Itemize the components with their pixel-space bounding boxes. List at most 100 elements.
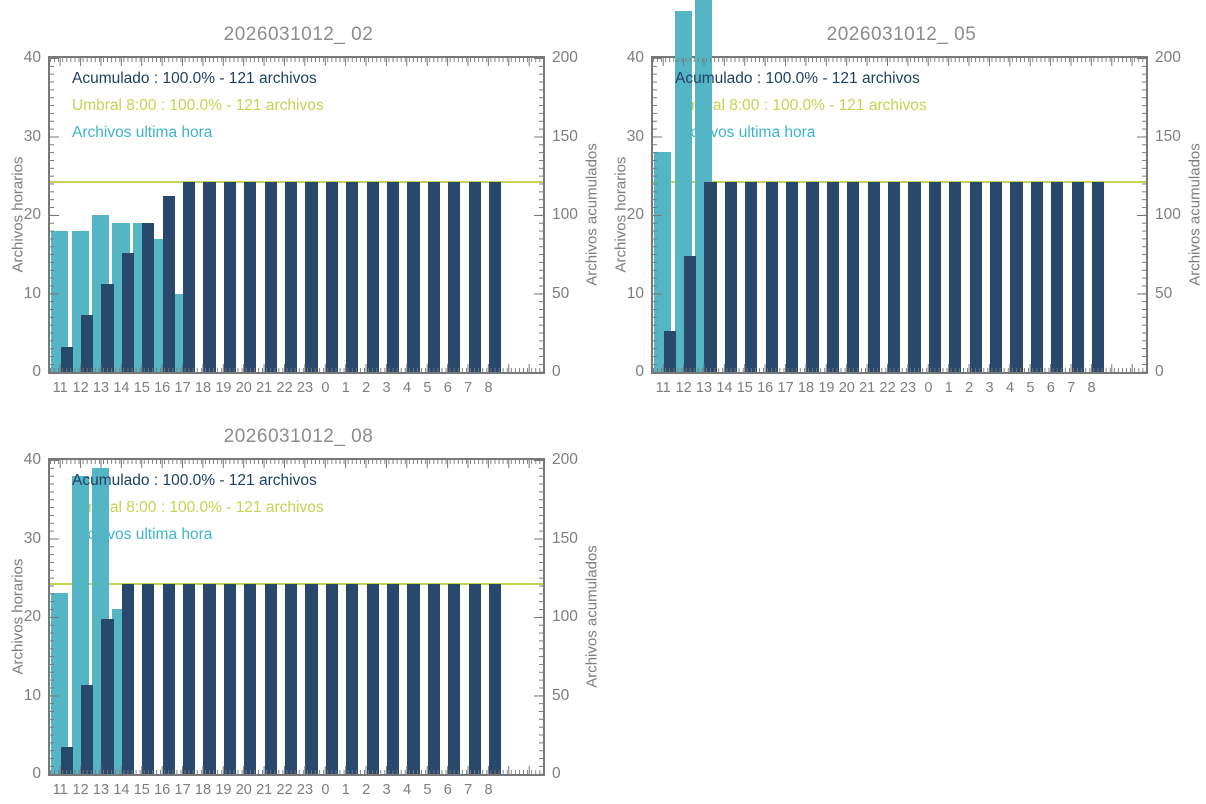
x-axis-tick-label: 20 xyxy=(838,380,855,396)
legend-acumulado: Acumulado : 100.0% - 121 archivos xyxy=(72,472,317,489)
chart-title: 2026031012_ 02 xyxy=(223,24,374,45)
right-axis-tick-label: 50 xyxy=(1155,284,1173,302)
chart-title: 2026031012_ 08 xyxy=(223,426,374,447)
accumulated-bar xyxy=(244,182,257,372)
accumulated-bar xyxy=(969,182,982,372)
accumulated-bar xyxy=(427,584,440,774)
x-axis-tick-label: 15 xyxy=(133,380,150,396)
accumulated-bar xyxy=(745,182,758,372)
left-axis-tick-label: 0 xyxy=(635,363,644,380)
x-axis-tick-label: 0 xyxy=(924,380,933,396)
x-axis-tick-label: 23 xyxy=(296,782,314,798)
accumulated-bar xyxy=(142,222,155,372)
x-axis-tick-label: 22 xyxy=(879,380,896,396)
right-axis-tick-label: 0 xyxy=(1155,363,1164,380)
accumulated-bar xyxy=(427,182,440,372)
x-axis-tick-label: 3 xyxy=(985,380,994,396)
accumulated-bar xyxy=(203,182,216,372)
x-axis-tick-label: 12 xyxy=(675,380,692,396)
x-axis-tick-label: 14 xyxy=(113,782,130,798)
accumulated-bar xyxy=(1071,182,1084,372)
x-axis-tick-label: 17 xyxy=(174,380,191,396)
x-axis-tick-label: 23 xyxy=(296,380,314,396)
accumulated-bar xyxy=(264,584,277,774)
accumulated-bar xyxy=(407,584,420,774)
left-axis-tick-label: 20 xyxy=(23,608,41,625)
x-axis-tick-label: 13 xyxy=(92,782,110,798)
accumulated-bar xyxy=(203,584,216,774)
accumulated-bar xyxy=(888,182,901,372)
right-axis-tick-label: 0 xyxy=(552,363,561,380)
right-axis-tick-label: 150 xyxy=(552,529,578,547)
x-axis-tick-label: 0 xyxy=(321,380,330,396)
x-axis-tick-label: 16 xyxy=(154,782,171,798)
threshold-line xyxy=(50,583,543,586)
x-axis-tick-label: 11 xyxy=(52,380,68,396)
accumulated-bar xyxy=(162,196,175,372)
x-axis-tick-label: 20 xyxy=(235,380,252,396)
x-axis-tick-label: 11 xyxy=(655,380,671,396)
x-axis-tick-label: 7 xyxy=(464,380,473,396)
accumulated-bar xyxy=(142,584,155,774)
x-axis-tick-label: 1 xyxy=(944,380,953,396)
accumulated-bar xyxy=(949,182,962,372)
x-axis-tick-label: 1 xyxy=(341,782,350,798)
accumulated-bar xyxy=(325,182,338,372)
x-axis-tick-label: 13 xyxy=(92,380,110,396)
accumulated-bar xyxy=(121,584,134,774)
x-axis-tick-label: 12 xyxy=(72,782,89,798)
x-axis-tick-label: 4 xyxy=(1005,380,1015,396)
x-axis-tick-label: 17 xyxy=(174,782,191,798)
left-axis-tick-label: 30 xyxy=(23,127,41,145)
x-axis-tick-label: 3 xyxy=(382,782,391,798)
accumulated-bar xyxy=(346,182,359,372)
accumulated-bar xyxy=(489,182,502,372)
x-axis-tick-label: 18 xyxy=(797,380,815,396)
accumulated-bar xyxy=(704,182,717,372)
left-axis-tick-label: 20 xyxy=(23,206,41,223)
accumulated-bar xyxy=(908,182,921,372)
x-axis-tick-label: 5 xyxy=(1026,380,1035,396)
accumulated-bar xyxy=(1092,182,1105,372)
right-axis-tick-label: 150 xyxy=(1155,127,1181,145)
bars-layer xyxy=(50,58,543,372)
right-axis-tick-label: 200 xyxy=(1155,49,1181,66)
accumulated-bar xyxy=(387,584,400,774)
x-axis-tick-label: 6 xyxy=(443,380,452,396)
accumulated-bar xyxy=(81,684,94,774)
right-axis-tick-label: 100 xyxy=(552,206,578,223)
accumulated-bar xyxy=(101,618,114,774)
accumulated-bar xyxy=(826,182,839,372)
x-axis-tick-label: 8 xyxy=(484,380,493,396)
legend-umbral: Umbral 8:00 : 100.0% - 121 archivos xyxy=(72,97,324,114)
accumulated-bar xyxy=(448,182,461,372)
accumulated-bar xyxy=(724,182,737,372)
right-axis-tick-label: 50 xyxy=(552,284,570,302)
accumulated-bar xyxy=(101,284,114,372)
x-axis-tick-label: 13 xyxy=(695,380,713,396)
x-axis-tick-label: 18 xyxy=(194,380,212,396)
x-axis-tick-label: 2 xyxy=(362,782,371,798)
x-axis-tick-label: 8 xyxy=(484,782,493,798)
accumulated-bar xyxy=(244,584,257,774)
accumulated-bar xyxy=(489,584,502,774)
accumulated-bar xyxy=(663,331,676,372)
x-axis-tick-label: 4 xyxy=(402,380,412,396)
left-axis-tick-label: 40 xyxy=(626,49,644,66)
x-axis-tick-label: 0 xyxy=(321,782,330,798)
x-axis-tick-label: 17 xyxy=(777,380,794,396)
x-axis-tick-label: 12 xyxy=(72,380,89,396)
accumulated-bar xyxy=(786,182,799,372)
legend-ultima-hora: Archivos ultima hora xyxy=(72,124,213,141)
x-axis-tick-label: 16 xyxy=(757,380,774,396)
accumulated-bar xyxy=(264,182,277,372)
right-axis-tick-label: 100 xyxy=(1155,206,1181,223)
threshold-line xyxy=(50,181,543,184)
left-axis-tick-label: 40 xyxy=(23,49,41,66)
accumulated-bar xyxy=(1051,182,1064,372)
left-axis-tick-label: 0 xyxy=(32,363,41,380)
right-axis-tick-label: 200 xyxy=(552,49,578,66)
accumulated-bar xyxy=(448,584,461,774)
right-axis-tick-label: 150 xyxy=(552,127,578,145)
